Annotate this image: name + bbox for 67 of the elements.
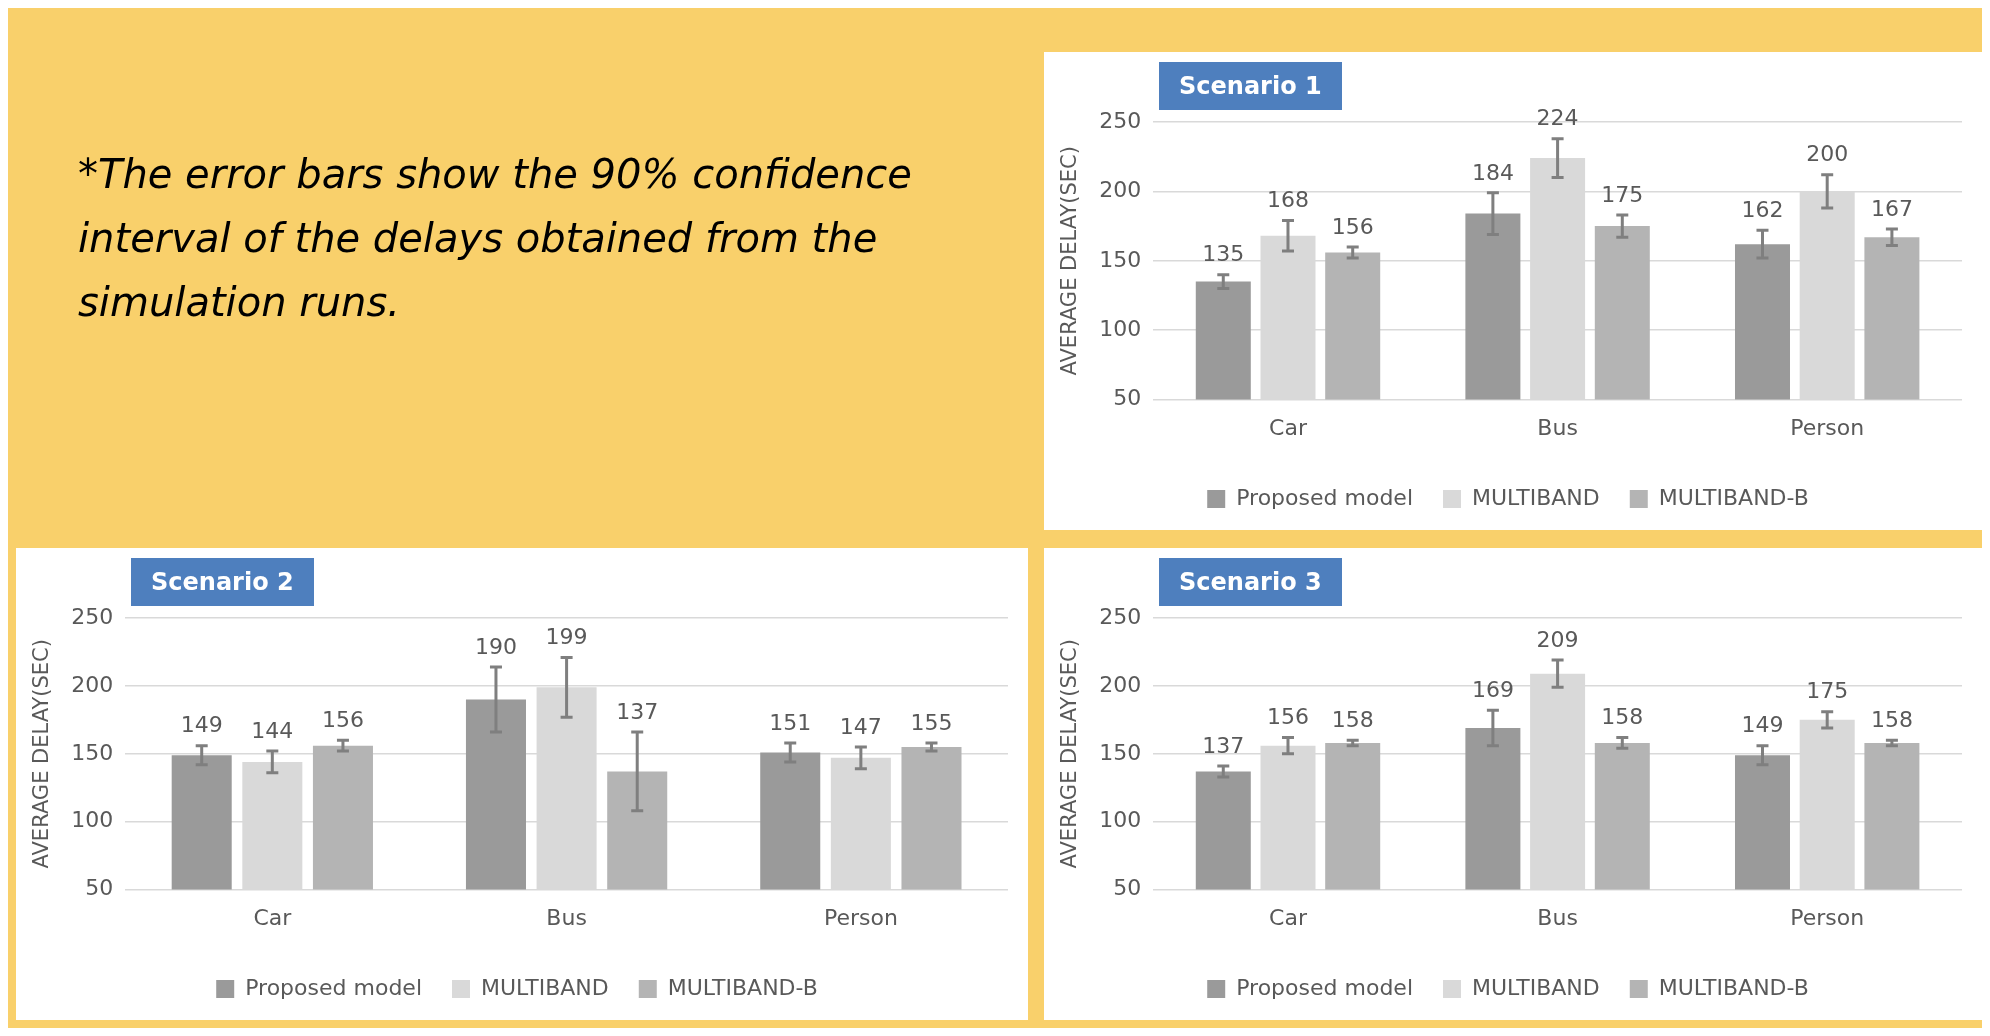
- data-label: 156: [1331, 213, 1374, 239]
- data-label: 158: [1870, 706, 1913, 732]
- data-label: 149: [180, 712, 223, 738]
- data-label: 156: [1266, 704, 1309, 730]
- data-label: 175: [1806, 678, 1849, 704]
- data-label: 199: [545, 624, 588, 650]
- data-label: 137: [1202, 732, 1245, 758]
- y-tick-label: 200: [1099, 177, 1142, 203]
- y-tick-label: 100: [1099, 315, 1142, 341]
- y-tick-label: 200: [71, 671, 114, 697]
- x-tick-label: Car: [1269, 904, 1308, 930]
- data-label: 169: [1471, 677, 1514, 703]
- x-tick-label: Person: [823, 904, 898, 930]
- data-label: 135: [1202, 241, 1245, 267]
- x-tick-label: Car: [1269, 414, 1308, 440]
- x-tick-label: Bus: [1537, 414, 1578, 440]
- legend-label: Proposed model: [245, 974, 422, 1000]
- data-label: 151: [769, 709, 812, 735]
- y-axis-title: AVERAGE DELAY(SEC): [1057, 639, 1082, 869]
- data-label: 175: [1601, 181, 1644, 207]
- data-label: 158: [1331, 706, 1374, 732]
- data-label: 184: [1471, 159, 1514, 185]
- data-label: 156: [321, 706, 364, 732]
- x-tick-label: Person: [1790, 904, 1865, 930]
- x-tick-label: Bus: [546, 904, 587, 930]
- y-axis-title: AVERAGE DELAY(SEC): [29, 639, 54, 869]
- legend-label: MULTIBAND-B: [1658, 484, 1809, 510]
- data-label: 147: [839, 713, 882, 739]
- y-axis-title: AVERAGE DELAY(SEC): [1057, 146, 1082, 376]
- data-label: 162: [1741, 196, 1784, 222]
- legend-label: MULTIBAND: [1471, 974, 1600, 1000]
- chart-title: Scenario 1: [1159, 62, 1342, 110]
- data-label: 155: [910, 709, 953, 735]
- x-tick-label: Bus: [1537, 904, 1578, 930]
- legend-label: MULTIBAND-B: [1658, 974, 1809, 1000]
- y-tick-label: 50: [1113, 385, 1142, 411]
- y-tick-label: 150: [1099, 246, 1142, 272]
- y-tick-label: 250: [1099, 107, 1142, 133]
- data-label: 158: [1601, 704, 1644, 730]
- y-tick-label: 100: [1099, 807, 1142, 833]
- data-label: 137: [616, 698, 659, 724]
- data-label: 144: [251, 717, 294, 743]
- chart-title: Scenario 2: [131, 558, 314, 606]
- y-tick-label: 200: [1099, 671, 1142, 697]
- y-tick-label: 250: [1099, 603, 1142, 629]
- data-label: 209: [1536, 626, 1579, 652]
- legend-label: MULTIBAND: [1471, 484, 1600, 510]
- chart-title: Scenario 3: [1159, 558, 1342, 606]
- legend-label: MULTIBAND: [480, 974, 609, 1000]
- legend-label: MULTIBAND-B: [667, 974, 818, 1000]
- text: *The error bars show the 90% confidence interval of the delays obtained from the simulation runs.: [78, 150, 913, 327]
- y-tick-label: 250: [71, 603, 114, 629]
- y-tick-label: 50: [1113, 875, 1142, 901]
- data-label: 167: [1870, 195, 1913, 221]
- legend-label: Proposed model: [1236, 974, 1413, 1000]
- data-label: 200: [1806, 141, 1849, 167]
- x-tick-label: Person: [1790, 414, 1865, 440]
- data-label: 224: [1536, 105, 1579, 131]
- y-tick-label: 100: [71, 807, 114, 833]
- data-label: 149: [1741, 712, 1784, 738]
- y-tick-label: 150: [71, 739, 114, 765]
- data-label: 190: [474, 633, 517, 659]
- data-label: 168: [1266, 187, 1309, 213]
- legend-label: Proposed model: [1236, 484, 1413, 510]
- y-tick-label: 50: [85, 875, 114, 901]
- x-tick-label: Car: [253, 904, 293, 930]
- y-tick-label: 150: [1099, 739, 1142, 765]
